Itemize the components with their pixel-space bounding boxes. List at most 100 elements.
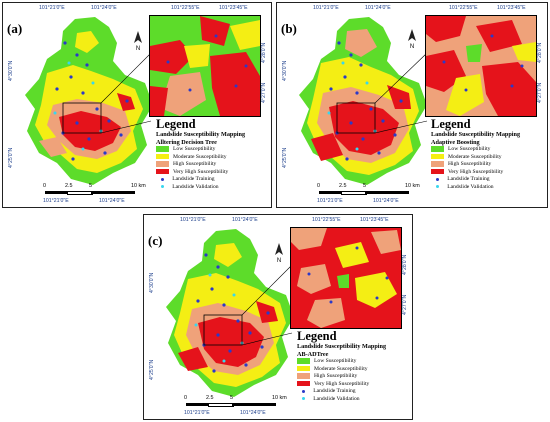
legend-swatch <box>431 161 444 167</box>
lon-label: 101°24'0"E <box>91 5 117 11</box>
legend-model: Adaptive Boosting <box>431 138 480 146</box>
legend-label: Low Susceptibility <box>173 146 216 153</box>
lon-label: 101°21'0"E <box>317 198 343 204</box>
zoom-lon-label: 101°23'45"E <box>360 217 389 223</box>
legend-swatch <box>156 168 169 175</box>
zoom-lat-label: 4°28'0"N <box>261 42 267 63</box>
legend-label: Very High Susceptibility <box>173 168 229 175</box>
lon-label: 101°21'0"E <box>184 410 210 416</box>
scale-tick: 2.5 <box>65 183 73 189</box>
scale-bar <box>232 403 276 406</box>
map-panel-c: (c) 101°21'0"E 101°24'0"E 101°22'55"E 10… <box>143 214 413 420</box>
legend-label: Moderate Susceptibility <box>314 365 368 372</box>
legend-swatch <box>156 146 169 152</box>
legend: Legend Landslide Susceptibility Mapping … <box>156 117 268 192</box>
legend-item-low: Low Susceptibility <box>431 146 543 154</box>
legend-label: Landslide Training <box>447 176 490 183</box>
panel-label: (c) <box>148 233 163 248</box>
scale-bar <box>341 191 367 195</box>
legend-item-moderate: Moderate Susceptibility <box>431 153 543 162</box>
lat-label: 4°25'0"N <box>282 147 288 168</box>
lon-label: 101°24'0"E <box>373 198 399 204</box>
legend-label: Moderate Susceptibility <box>448 153 502 160</box>
susceptibility-map <box>299 17 428 185</box>
validation-point-icon <box>436 185 440 189</box>
scale-bar <box>91 191 135 194</box>
legend-model: AB-ADTree <box>297 350 329 358</box>
legend-item-high: High Susceptibility <box>297 373 409 381</box>
legend-item-low: Low Susceptibility <box>297 358 409 366</box>
legend-label: High Susceptibility <box>448 161 492 168</box>
susceptibility-map <box>166 229 294 397</box>
legend-subtitle: Landslide Susceptibility Mapping <box>431 131 521 138</box>
legend-swatch <box>431 168 444 175</box>
legend-swatch <box>297 365 310 372</box>
legend-swatch <box>431 153 444 160</box>
legend-label: Very High Susceptibility <box>448 168 504 175</box>
legend-item-validation: Landslide Validation <box>297 396 409 404</box>
zoom-lat-label: 4°27'0"N <box>402 294 408 315</box>
legend-swatch <box>297 380 310 387</box>
svg-text:N: N <box>410 44 414 49</box>
scale-tick: 10 km <box>272 395 287 401</box>
legend-label: Landslide Validation <box>447 183 494 190</box>
legend-title: Legend <box>431 117 471 131</box>
zoom-lon-label: 101°22'55"E <box>312 217 341 223</box>
legend-item-low: Low Susceptibility <box>156 146 268 154</box>
legend-item-validation: Landslide Validation <box>156 184 268 192</box>
legend-label: Landslide Training <box>313 388 356 395</box>
lat-label: 4°30'0"N <box>282 60 288 81</box>
zoom-inset <box>290 227 402 329</box>
legend-item-high: High Susceptibility <box>431 161 543 169</box>
lat-label: 4°25'0"N <box>8 147 14 168</box>
legend-label: Landslide Validation <box>313 395 360 402</box>
map-panel-b: (b) 101°21'0"E 101°24'0"E 101°22'55"E 10… <box>276 2 548 208</box>
svg-text:N: N <box>277 258 281 263</box>
lon-label: 101°21'0"E <box>39 5 65 11</box>
legend-label: Moderate Susceptibility <box>173 153 227 160</box>
zoom-lon-label: 101°22'55"E <box>449 5 478 11</box>
scale-bar <box>67 191 93 195</box>
panel-label: (b) <box>281 21 297 36</box>
legend-item-validation: Landslide Validation <box>431 184 543 192</box>
zoom-inset <box>149 15 261 117</box>
legend-label: Landslide Training <box>172 176 215 183</box>
validation-point-icon <box>161 185 165 189</box>
legend-item-training: Landslide Training <box>431 176 543 184</box>
lon-label: 101°21'0"E <box>180 217 206 223</box>
zoom-inset <box>425 15 537 117</box>
legend-swatch <box>431 146 444 152</box>
zoom-lon-label: 101°23'45"E <box>219 5 248 11</box>
scale-tick: 0 <box>43 183 46 189</box>
lon-label: 101°21'0"E <box>43 198 69 204</box>
scale-tick: 0 <box>184 395 187 401</box>
scale-bar <box>319 191 341 194</box>
scale-bar <box>365 191 409 194</box>
zoom-lon-label: 101°23'45"E <box>497 5 526 11</box>
lon-label: 101°24'0"E <box>365 5 391 11</box>
legend-item-training: Landslide Training <box>156 176 268 184</box>
validation-point-icon <box>302 397 306 401</box>
svg-text:N: N <box>136 46 140 51</box>
scale-tick: 5 <box>230 395 233 401</box>
legend-swatch <box>156 161 169 167</box>
training-point-icon <box>436 177 440 181</box>
scale-tick: 10 km <box>131 183 146 189</box>
scale-bar <box>45 191 67 194</box>
lon-label: 101°24'0"E <box>240 410 266 416</box>
panel-label: (a) <box>7 21 23 36</box>
legend-model: Alltering Decision Tree <box>156 138 217 146</box>
legend-subtitle: Landslide Susceptibility Mapping <box>297 343 387 350</box>
scale-tick: 0 <box>317 183 320 189</box>
training-point-icon <box>302 389 306 393</box>
zoom-lat-label: 4°27'0"N <box>261 82 267 103</box>
north-arrow-icon: N <box>408 29 416 49</box>
legend-item-training: Landslide Training <box>297 388 409 396</box>
scale-bar <box>208 403 234 407</box>
map-panel-a: (a) 101°21'0"E 101°24'0"E 101°22'55"E 10… <box>2 2 272 208</box>
zoom-lat-label: 4°27'0"N <box>537 82 543 103</box>
lon-label: 101°21'0"E <box>313 5 339 11</box>
legend: Legend Landslide Susceptibility Mapping … <box>431 117 543 192</box>
scale-tick: 2.5 <box>206 395 214 401</box>
lat-label: 4°25'0"N <box>149 359 155 380</box>
